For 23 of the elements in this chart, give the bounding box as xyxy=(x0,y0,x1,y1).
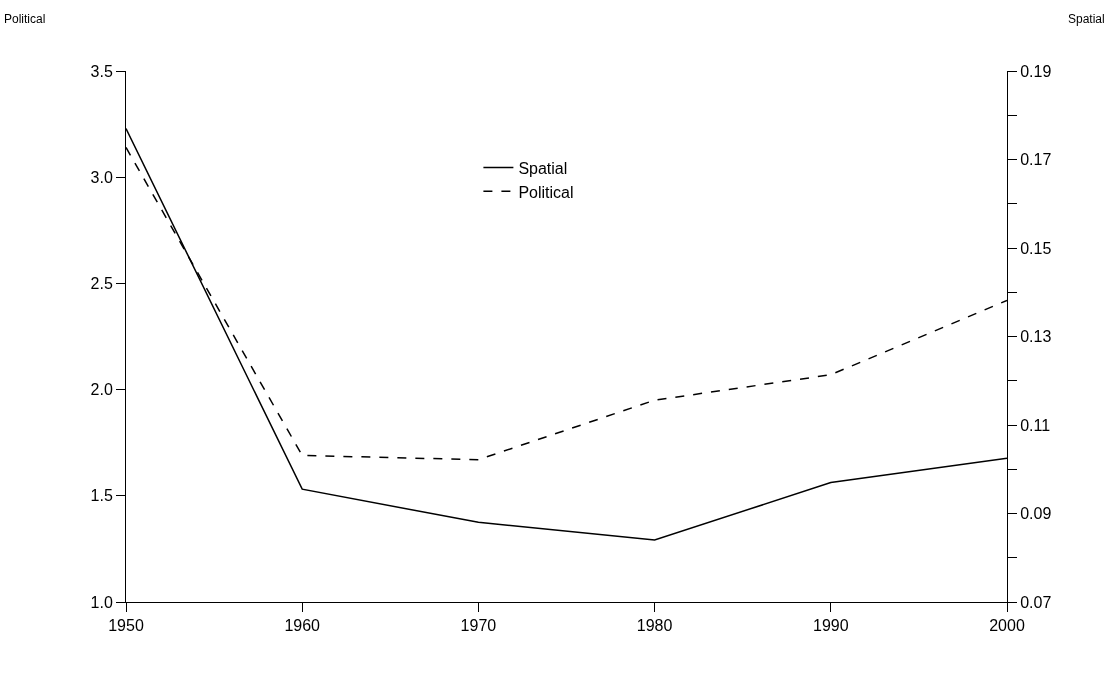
y2-tick-label: 0.17 xyxy=(1020,151,1052,169)
y2-tick-label: 0.15 xyxy=(1020,239,1052,257)
y2-axis-title: Spatial xyxy=(1068,12,1105,26)
y-axis-title: Political xyxy=(4,12,46,26)
y-tick-label: 1.0 xyxy=(90,593,113,611)
x-tick-label: 2000 xyxy=(989,617,1025,635)
y-tick-label: 2.0 xyxy=(90,381,113,399)
y-tick-label: 3.5 xyxy=(90,62,113,80)
x-tick-label: 1990 xyxy=(813,617,849,635)
x-tick-label: 1970 xyxy=(460,617,497,635)
y2-tick-label: 0.11 xyxy=(1020,416,1051,434)
x-tick-label: 1980 xyxy=(636,617,673,635)
y-tick-label: 3.0 xyxy=(90,168,113,186)
x-tick-label: 1950 xyxy=(108,617,144,635)
y2-tick-label: 0.07 xyxy=(1020,593,1052,611)
y2-tick-label: 0.13 xyxy=(1020,328,1052,346)
y-tick-label: 2.5 xyxy=(90,275,113,292)
legend-label: Political xyxy=(518,183,574,201)
x-tick-label: 1960 xyxy=(284,617,321,635)
legend-label: Spatial xyxy=(518,159,568,177)
y2-tick-label: 0.09 xyxy=(1020,505,1052,523)
y-tick-label: 1.5 xyxy=(90,487,113,505)
y2-tick-label: 0.19 xyxy=(1020,62,1052,80)
